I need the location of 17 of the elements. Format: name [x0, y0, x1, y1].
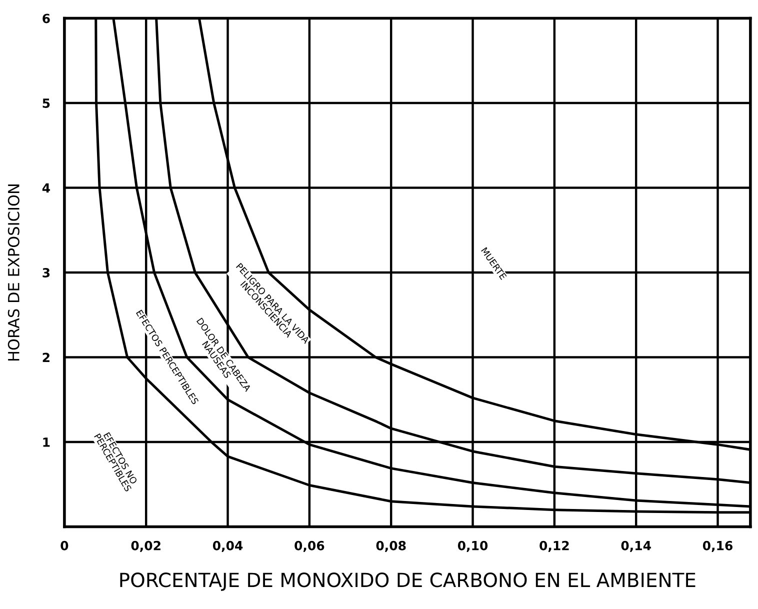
- y-tick-label: 4: [42, 183, 50, 193]
- x-tick-label: 0,08: [376, 540, 406, 552]
- y-tick-label: 3: [42, 268, 50, 278]
- y-axis-title: HORAS DE EXPOSICION: [8, 184, 20, 361]
- x-tick-label: 0,14: [621, 540, 651, 552]
- x-tick-label: 0: [60, 540, 68, 550]
- x-axis-title: PORCENTAJE DE MONOXIDO DE CARBONO EN EL AMBIENTE: [120, 572, 696, 591]
- x-tick-label: 0,02: [131, 540, 160, 552]
- y-tick-label: 6: [42, 14, 50, 24]
- y-tick-label: 2: [42, 352, 50, 362]
- x-tick-label: 0,04: [212, 540, 243, 552]
- x-tick-label: 0,16: [702, 540, 733, 552]
- x-tick-label: 0,12: [540, 540, 569, 552]
- y-tick-label: 5: [42, 98, 50, 108]
- x-tick-label: 0,10: [458, 540, 488, 552]
- y-tick-label: 1: [43, 438, 50, 447]
- x-tick-label: 0,06: [294, 540, 324, 552]
